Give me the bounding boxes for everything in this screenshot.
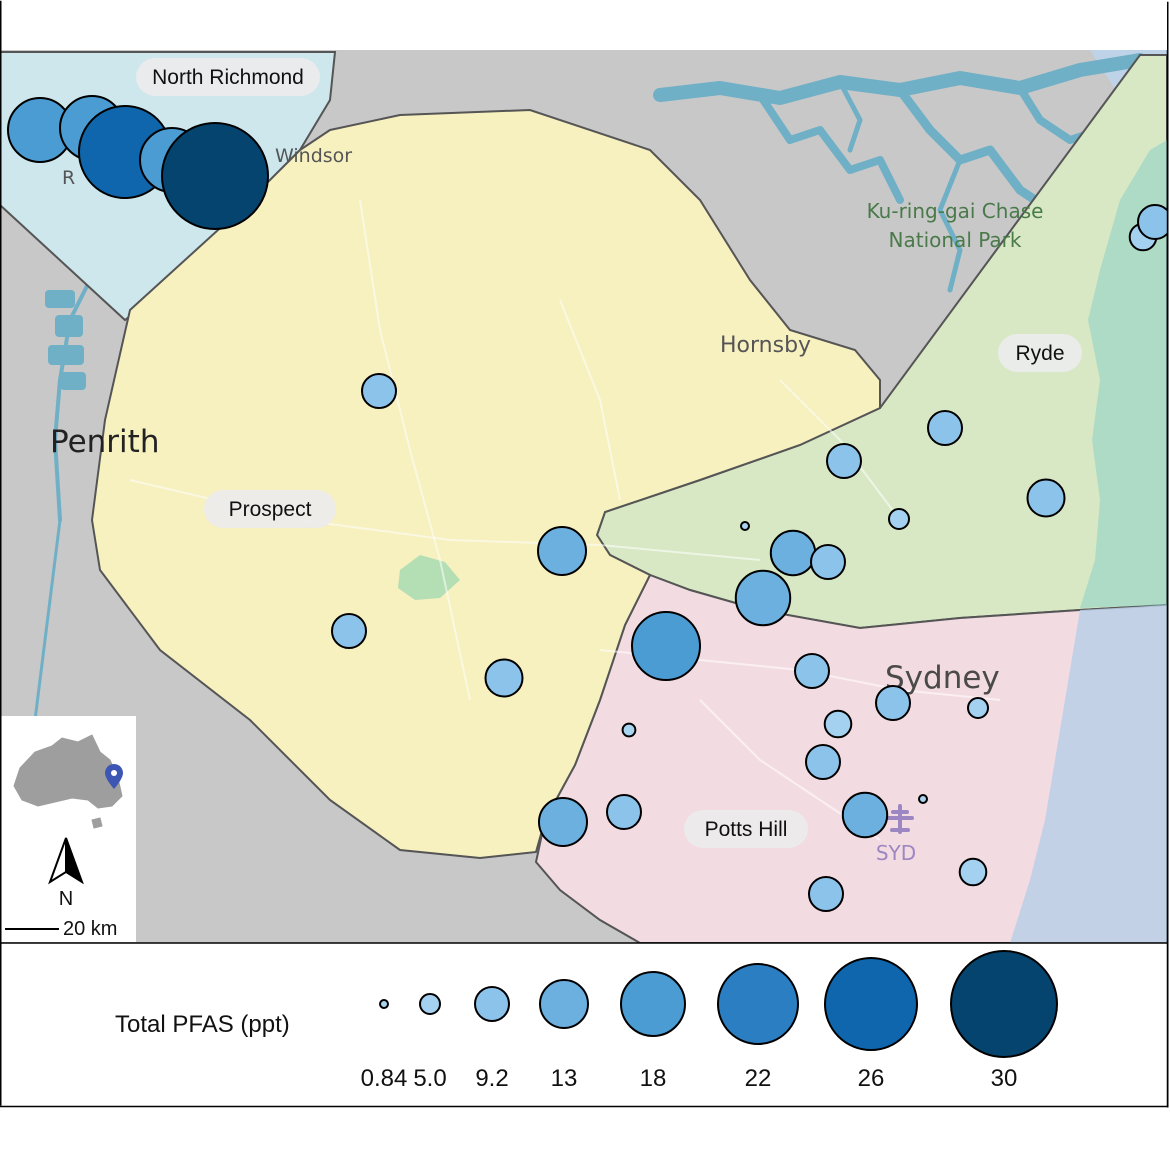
legend-label: 5.0: [413, 1065, 446, 1092]
sea-tint-potts-hill: [1010, 605, 1167, 943]
legend-item: 0.84: [361, 999, 408, 1092]
airport-marker: SYD: [876, 804, 916, 865]
legend-label: 26: [858, 1065, 885, 1092]
sample-site-ryde: [888, 508, 910, 530]
sample-site-ryde: [826, 443, 862, 479]
legend-symbol: [717, 963, 799, 1045]
sample-site-ryde: [1026, 478, 1066, 518]
legend-title: Total PFAS (ppt): [115, 1011, 290, 1038]
sample-site-prospect: [361, 373, 397, 409]
sample-site-potts-hill: [918, 794, 928, 804]
legend-symbol: [419, 993, 441, 1015]
legend-symbols: 0.84 5.0 9.2 13 18 22 26 30: [361, 950, 1058, 1092]
location-pin-icon: [105, 764, 123, 789]
region-label-potts-hill-text: Potts Hill: [705, 818, 788, 841]
legend-item: 18: [620, 971, 686, 1092]
sample-site-prospect: [331, 613, 367, 649]
region-label-ryde-text: Ryde: [1015, 342, 1064, 365]
legend-label: 18: [640, 1065, 667, 1092]
sample-site-north-richmond: [161, 122, 269, 230]
region-label-prospect-text: Prospect: [229, 498, 312, 521]
legend-symbol: [539, 979, 589, 1029]
sample-site-prospect: [484, 658, 524, 698]
place-label-kuringgai-line1: Ku-ring-gai Chase: [867, 199, 1044, 223]
sample-site-potts-hill: [808, 876, 844, 912]
sample-site-potts-hill: [538, 797, 588, 847]
legend-item: 13: [539, 979, 589, 1092]
legend-item: 5.0: [413, 993, 447, 1092]
legend-symbol: [620, 971, 686, 1037]
inset-panel: N 20 km: [0, 716, 136, 942]
place-label-kuringgai-line2: National Park: [889, 228, 1022, 252]
legend-item: 26: [824, 957, 918, 1092]
legend-item: 9.2: [474, 986, 510, 1092]
prospect-reservoir: [398, 555, 460, 600]
region-label-potts-hill: Potts Hill: [684, 810, 808, 848]
sample-site-potts-hill: [967, 697, 989, 719]
legend-label: 30: [991, 1065, 1018, 1092]
sample-site-ryde: [810, 544, 846, 580]
place-label-hornsby: Hornsby: [720, 333, 811, 358]
sample-site-potts-hill: [621, 722, 637, 738]
legend-symbol: [379, 999, 389, 1009]
sample-site-ryde: [769, 529, 817, 577]
place-label-windsor: Windsor: [275, 145, 352, 167]
sample-site-potts-hill: [631, 611, 701, 681]
sample-site-prospect: [537, 526, 587, 576]
legend-label: 0.84: [361, 1065, 408, 1092]
sample-site-ryde: [740, 521, 750, 531]
legend-panel: Total PFAS (ppt) 0.84 5.0 9.2 13 18 22 26 30: [115, 950, 1058, 1092]
north-label: N: [59, 888, 73, 910]
legend-symbol: [824, 957, 918, 1051]
sample-site-ryde: [1137, 204, 1167, 240]
sample-site-potts-hill: [794, 653, 830, 689]
legend-label: 13: [551, 1065, 578, 1092]
australia-outline-icon: [13, 734, 123, 829]
region-label-north-richmond: North Richmond: [136, 58, 320, 96]
region-label-north-richmond-text: North Richmond: [152, 66, 304, 89]
legend-symbol: [950, 950, 1058, 1058]
map-panel: Penrith Windsor R Hornsby Sydney Ku-ring…: [0, 0, 1167, 943]
region-prospect: [90, 108, 881, 860]
scale-label: 20 km: [63, 918, 117, 940]
sample-site-potts-hill: [841, 791, 889, 839]
lakes-west: [45, 290, 86, 390]
sample-sites: [7, 95, 1167, 912]
sample-site-ryde: [927, 410, 963, 446]
sea-tint-ryde: [1080, 140, 1167, 608]
place-label-richmond-fragment: R: [62, 167, 75, 189]
sample-site-ryde: [734, 569, 792, 627]
place-label-syd: SYD: [876, 841, 916, 865]
legend-label: 9.2: [475, 1065, 508, 1092]
sample-site-potts-hill: [958, 857, 988, 887]
sample-site-potts-hill: [823, 709, 853, 739]
north-arrow-icon: [48, 837, 84, 885]
legend-item: 30: [950, 950, 1058, 1092]
sample-site-potts-hill: [805, 744, 841, 780]
place-label-penrith: Penrith: [50, 424, 159, 460]
airplane-icon: [886, 804, 914, 834]
sample-site-potts-hill: [875, 685, 911, 721]
legend-label: 22: [745, 1065, 772, 1092]
legend-item: 22: [717, 963, 799, 1092]
legend-symbol: [474, 986, 510, 1022]
region-label-ryde: Ryde: [998, 334, 1082, 372]
sample-site-potts-hill: [606, 794, 642, 830]
top-margin: [0, 0, 1167, 50]
region-label-prospect: Prospect: [204, 490, 336, 528]
